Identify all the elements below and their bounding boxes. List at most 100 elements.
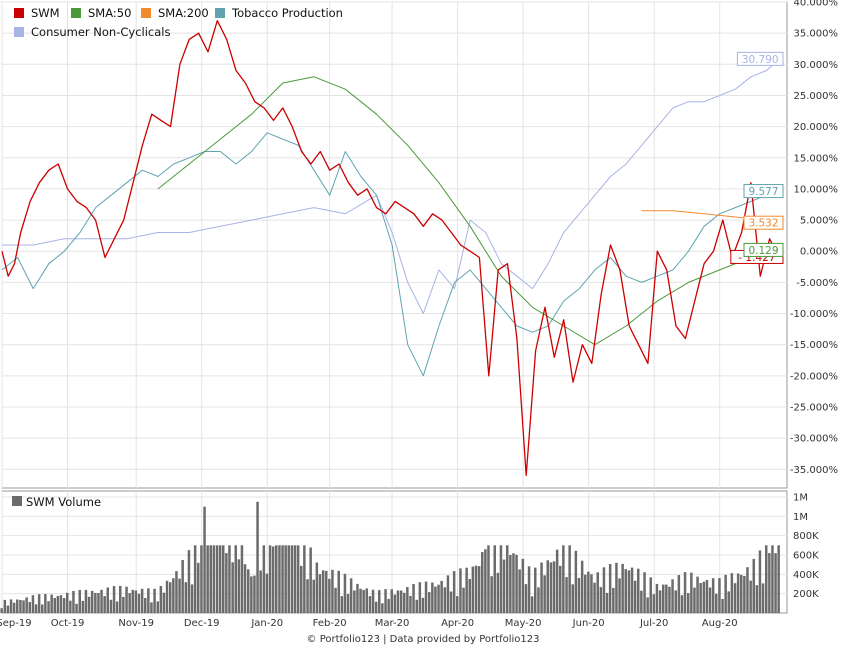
volume-bar <box>484 549 487 613</box>
volume-bar <box>708 587 712 613</box>
legend-swatch <box>14 8 24 18</box>
volume-bar <box>730 573 734 613</box>
volume-bar <box>175 571 178 613</box>
x-tick-label: Mar-20 <box>375 618 410 629</box>
volume-bar <box>340 596 344 613</box>
volume-bar <box>724 574 727 613</box>
legend-label: SMA:200 <box>158 6 209 20</box>
volume-bar <box>296 545 300 613</box>
volume-chart-panel: 1M 1M 800K 600K 400K 200K SWM Volume <box>0 490 819 614</box>
volume-bar <box>490 576 493 613</box>
volume-bar <box>599 587 603 613</box>
volume-bar <box>212 545 216 613</box>
badge-box <box>743 184 784 199</box>
volume-bar <box>115 601 119 613</box>
volume-bar <box>125 586 128 613</box>
legend-swatch <box>14 27 24 37</box>
volume-bar <box>225 553 228 613</box>
volume-bar <box>193 545 197 613</box>
volume-bar <box>374 601 378 613</box>
volume-bar <box>559 565 562 613</box>
price-series <box>1 20 780 477</box>
volume-bar <box>231 562 234 613</box>
volume-bar <box>94 592 97 613</box>
volume-bar <box>293 545 297 613</box>
volume-bar <box>349 578 353 613</box>
volume-bar <box>746 567 749 613</box>
volume-bar <box>47 601 50 613</box>
volume-bar <box>515 554 518 613</box>
volume-bar <box>774 553 777 613</box>
legend-swatch <box>12 496 22 506</box>
volume-bar <box>509 555 512 613</box>
volume-bar <box>19 600 22 613</box>
legend-item: SWM <box>14 6 60 20</box>
volume-bar <box>530 596 534 613</box>
volume-bar <box>172 578 175 613</box>
volume-bar <box>452 571 456 613</box>
volume-bar <box>677 575 681 613</box>
volume-bar <box>406 587 409 613</box>
volume-bar <box>44 594 47 613</box>
volume-bar <box>499 545 503 613</box>
volume-bar <box>334 587 337 613</box>
x-tick-label: Jul-20 <box>639 618 668 629</box>
volume-bar <box>446 575 450 613</box>
volume-bar <box>318 574 322 613</box>
volume-bar <box>456 596 459 613</box>
volume-bar <box>543 575 546 613</box>
x-tick-label: Nov-19 <box>118 618 154 629</box>
volume-bar <box>187 550 191 613</box>
volume-bar <box>733 583 737 613</box>
y-tick-label: 5.000% <box>800 216 838 227</box>
volume-bar <box>31 595 35 613</box>
volume-bar <box>237 559 241 613</box>
y-tick-label: -20.000% <box>790 371 838 382</box>
volume-bar <box>715 593 718 613</box>
volume-bar <box>621 563 624 613</box>
volume-bar <box>87 596 91 613</box>
volume-bar <box>25 597 28 613</box>
volume-bar <box>6 605 10 613</box>
volume-bar <box>134 590 138 613</box>
volume-bar <box>353 590 356 613</box>
y-tick-label: -25.000% <box>790 403 838 414</box>
y-tick-label: 15.000% <box>794 153 839 164</box>
volume-bar <box>381 603 384 613</box>
volume-bar <box>752 558 755 613</box>
volume-bar <box>668 586 671 613</box>
legend-swatch <box>71 8 81 18</box>
volume-bar <box>119 585 122 613</box>
volume-bar <box>434 586 437 613</box>
volume-bar <box>50 594 53 613</box>
volume-bar <box>418 582 422 613</box>
y-tick-label: 10.000% <box>794 184 839 195</box>
volume-bar <box>646 597 649 613</box>
volume-y-tick-label: 1M <box>793 493 808 504</box>
volume-bar <box>131 589 134 613</box>
volume-bar <box>662 584 665 613</box>
y-tick-label: 20.000% <box>794 122 839 133</box>
volume-bar <box>658 590 662 613</box>
legend-label: Consumer Non-Cyclicals <box>31 25 170 39</box>
volume-bar <box>593 582 596 613</box>
y-tick-label: -15.000% <box>790 340 838 351</box>
volume-bar <box>409 595 412 613</box>
volume-bar <box>562 545 565 613</box>
x-tick-label: Oct-19 <box>51 618 85 629</box>
volume-bar <box>521 558 525 613</box>
volume-bar <box>153 588 156 613</box>
volume-bar <box>574 550 578 613</box>
badge-box <box>743 215 784 230</box>
x-tick-label: Aug-20 <box>702 618 738 629</box>
volume-bar <box>259 570 262 613</box>
volume-bar <box>643 572 646 613</box>
volume-bar <box>378 590 381 613</box>
volume-legend: SWM Volume <box>12 495 101 509</box>
volume-bar <box>181 560 184 613</box>
volume-y-ticks: 1M 1M 800K 600K 400K 200K <box>793 493 819 601</box>
volume-bar <box>565 577 568 613</box>
volume-bar <box>512 553 515 613</box>
volume-bar <box>630 567 634 613</box>
volume-bar <box>365 588 368 613</box>
